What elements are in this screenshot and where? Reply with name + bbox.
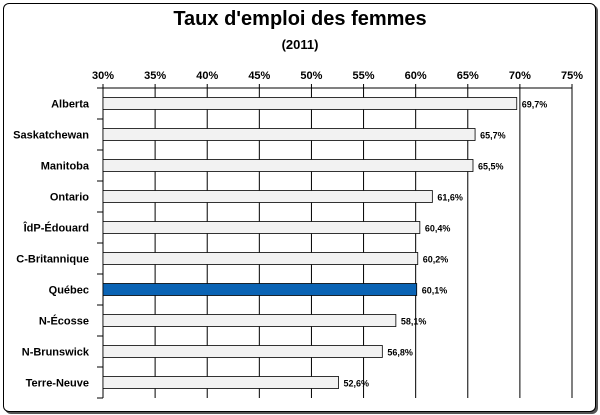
bar <box>102 376 339 389</box>
data-label: 61,6% <box>437 193 463 203</box>
x-tick-label: 55% <box>353 70 375 82</box>
data-label: 58,1% <box>401 317 427 327</box>
category-label: Québec <box>49 285 89 297</box>
category-label: Ontario <box>50 192 89 204</box>
x-tick-label: 40% <box>196 70 218 82</box>
x-tick-label: 35% <box>144 70 166 82</box>
data-label: 65,5% <box>478 162 504 172</box>
category-label: ÎdP-Édouard <box>23 222 89 235</box>
data-label: 65,7% <box>480 131 506 141</box>
x-tick-label: 75% <box>561 70 583 82</box>
category-label: Manitoba <box>41 161 90 173</box>
category-label: Terre-Neuve <box>26 378 89 390</box>
data-label: 60,2% <box>423 255 449 265</box>
category-label: N-Écosse <box>39 315 89 328</box>
bar <box>102 283 418 296</box>
x-tick-label: 30% <box>92 70 114 82</box>
x-tick-label: 50% <box>300 70 322 82</box>
bar <box>102 252 419 265</box>
x-tick-label: 65% <box>457 70 479 82</box>
data-label: 60,1% <box>422 286 448 296</box>
chart-frame <box>3 3 596 412</box>
data-label: 69,7% <box>522 100 548 110</box>
category-label: Saskatchewan <box>13 130 89 142</box>
data-label: 56,8% <box>387 348 413 358</box>
data-label: 52,6% <box>344 379 370 389</box>
category-label: C-Britannique <box>16 254 89 266</box>
x-tick-label: 60% <box>405 70 427 82</box>
bar <box>102 345 383 358</box>
bar <box>102 221 421 234</box>
x-tick-label: 70% <box>509 70 531 82</box>
category-label: Alberta <box>51 99 90 111</box>
category-label: N-Brunswick <box>22 347 90 359</box>
bar <box>102 97 518 110</box>
chart-subtitle: (2011) <box>281 37 319 52</box>
x-tick-label: 45% <box>248 70 270 82</box>
bar <box>102 314 397 327</box>
bar <box>102 190 433 203</box>
chart-title: Taux d'emploi des femmes <box>173 8 427 30</box>
bar <box>102 159 474 172</box>
data-label: 60,4% <box>425 224 451 234</box>
bar <box>102 128 476 141</box>
